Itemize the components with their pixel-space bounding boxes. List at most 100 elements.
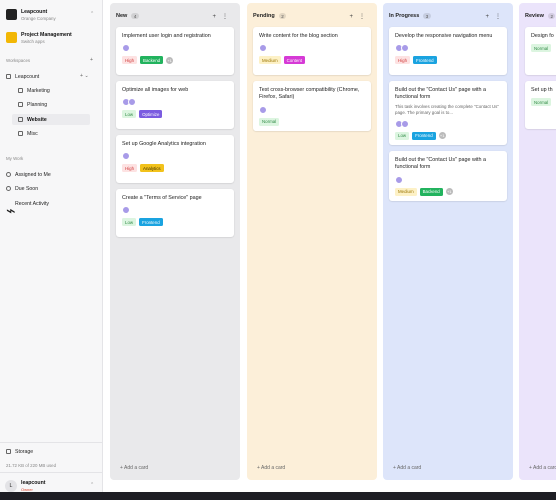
add-card[interactable]: + Add a card [120,465,149,471]
tag: Normal [259,117,280,126]
card[interactable]: Design fo Normal [525,27,556,75]
tag-row: Normal [259,117,365,126]
storage-usage: 21.72 KB of 220 MB used [6,463,57,468]
card[interactable]: Create a "Terms of Service" page Low Front… [116,189,234,237]
tag-row: Low Frontend +1 [395,131,501,140]
card-title: Create a "Terms of Service" page [122,195,202,201]
card[interactable]: Test cross-browser compatibility (Chrome… [253,81,371,131]
more-tags: +1 [438,132,446,140]
avatar [395,175,403,184]
item-icon [6,172,11,177]
tag: High [395,56,411,65]
card[interactable]: Build out the "Contact Us" page with a f… [389,150,507,201]
my-work-item[interactable]: Assigned to Me [15,172,51,178]
card[interactable]: Develop the responsive navigation menu Hi… [389,27,507,75]
column: New 4 +⋮ Implement user login and registrat… [110,3,240,480]
column-header: New 4 +⋮ [116,11,234,21]
column-tools[interactable]: +⋮ [349,13,371,20]
tag: Low [122,218,137,227]
org-subtitle: Orange Company [21,16,56,21]
more-tags: +1 [166,56,174,64]
card-title: Set up th [531,87,553,93]
column-tools[interactable]: +⋮ [212,13,234,20]
item-icon [6,186,11,191]
column-count: 4 [131,13,139,19]
column-count: 2 [278,13,287,19]
workspace-item[interactable]: Website [27,117,47,123]
tag: Content [283,56,306,65]
section-label: Workspaces [6,58,31,63]
tag: Optimize [139,110,163,119]
project-name[interactable]: Project Management [21,32,72,38]
workspace-item[interactable]: Misc [27,131,38,137]
board: New 4 +⋮ Implement user login and registrat… [103,0,556,492]
project-logo [6,32,17,43]
card-title: Develop the responsive navigation menu [395,33,493,39]
add-card[interactable]: + Add a card [529,465,556,471]
workspace-item[interactable]: Marketing [27,88,50,94]
user-avatar[interactable]: L [5,480,17,492]
storage-label: Storage [15,449,34,455]
card[interactable]: Set up Google Analytics integration High A… [116,135,234,183]
card-title: Write content for the blog section [259,33,338,39]
add-workspace[interactable]: + [90,57,94,63]
workspace-icon [6,74,11,79]
project-subtitle: Switch apps [21,39,45,44]
card-list: Design fo Normal Set up th Normal [525,27,556,135]
workspace-name[interactable]: Leapcount [15,74,40,80]
column-count: 2 [547,13,556,19]
tag: High [122,164,138,173]
tag: Low [395,131,410,140]
my-work-item[interactable]: Recent Activity [15,201,50,207]
avatar [122,152,130,161]
tag: Low [122,110,137,119]
assignees [395,175,501,184]
card-list: Develop the responsive navigation menu Hi… [389,27,507,207]
column-header: In Progress 3 +⋮ [389,11,507,21]
card-list: Write content for the blog section Medium… [253,27,371,137]
workspace-item[interactable]: Planning [27,102,48,108]
card-title: Set up Google Analytics integration [122,141,206,147]
tag: High [122,56,138,65]
workspace-actions[interactable]: + ⌄ [80,73,89,79]
avatar [401,119,409,128]
taskbar [0,492,556,500]
column-count: 3 [423,13,431,19]
tag-row: High Frontend [395,56,501,65]
item-icon [18,102,23,107]
user-name[interactable]: leapcount [21,480,46,486]
org-switch[interactable]: ⌃ [90,11,95,17]
user-menu[interactable]: ⌃ [90,482,95,488]
user-role: Owner [21,487,33,492]
card[interactable]: Write content for the blog section Medium… [253,27,371,75]
column-name: In Progress [389,13,420,19]
tag-row: High Backend +1 [122,56,228,65]
tag-row: Normal [531,44,556,53]
card[interactable]: Implement user login and registration Hig… [116,27,234,75]
card[interactable]: Build out the "Contact Us" page with a f… [389,81,507,145]
org-name[interactable]: Leapcount [21,9,48,15]
my-work-item[interactable]: Due Soon [15,186,39,192]
card[interactable]: Set up th Normal [525,81,556,129]
tag: Frontend [413,56,437,65]
card-title: Build out the "Contact Us" page with a f… [395,87,487,101]
selected-highlight [12,114,90,125]
assignees [395,44,501,53]
assignees [259,44,365,53]
section-label: My Work [6,156,24,161]
tag: Frontend [139,218,163,227]
add-card[interactable]: + Add a card [393,465,422,471]
tag: Medium [395,187,417,196]
item-icon [18,117,23,122]
tag-row: Low Frontend [122,218,228,227]
column-tools[interactable]: +⋮ [485,13,507,20]
tag: Medium [259,56,281,65]
divider [0,472,102,473]
tag: Normal [531,44,552,53]
card[interactable]: Optimize all images for web Low Optimize [116,81,234,129]
add-card[interactable]: + Add a card [257,465,286,471]
assignees [122,152,228,161]
tag-row: Medium Content [259,56,365,65]
org-logo [6,9,17,20]
